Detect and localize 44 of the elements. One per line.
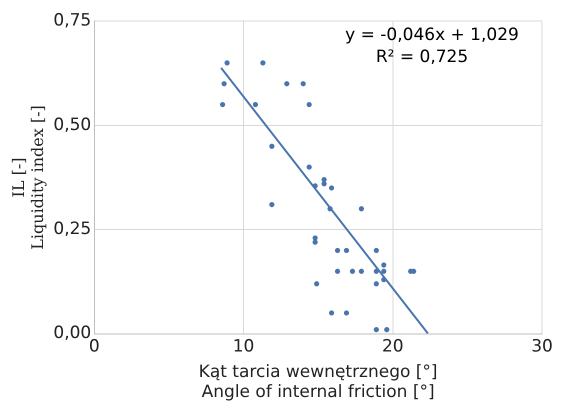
point — [312, 183, 318, 188]
point — [327, 206, 333, 212]
point — [314, 281, 320, 286]
point — [224, 60, 230, 66]
point — [328, 310, 334, 316]
point — [381, 262, 386, 268]
annotation: R² = 0,725 — [376, 47, 468, 68]
y-tick-label: 0,25 — [53, 219, 92, 240]
point — [220, 102, 226, 108]
y-tick-label: 0,50 — [53, 114, 92, 135]
y-axis-title: IL [-] Liquidity index [-] — [8, 105, 47, 250]
point — [374, 281, 379, 286]
x-tick-label: 0 — [88, 336, 100, 356]
point — [334, 248, 340, 254]
point — [269, 144, 274, 149]
x-tick-label: 20 — [382, 336, 404, 356]
point — [381, 268, 386, 274]
point — [358, 206, 364, 212]
point — [284, 81, 290, 86]
point — [260, 60, 266, 66]
point — [344, 248, 350, 254]
x-tick-label: 30 — [531, 336, 553, 356]
point — [269, 202, 274, 208]
point — [381, 277, 386, 282]
y-tick-label: 0,00 — [53, 323, 92, 344]
annotation: y = -0,046x + 1,029 — [345, 25, 519, 46]
x-tick-label: 10 — [232, 336, 254, 356]
y-tick-label: 0,75 — [53, 10, 92, 31]
point — [252, 102, 258, 108]
point — [328, 185, 334, 191]
point — [344, 310, 350, 316]
point — [334, 268, 340, 274]
point — [374, 327, 379, 332]
point — [374, 248, 379, 254]
point — [306, 164, 312, 170]
point — [321, 176, 327, 182]
x-axis-title: Kąt tarcia wewnętrznego [°] Angle of internal friction [°] — [198, 362, 438, 402]
point — [384, 327, 390, 332]
point — [350, 268, 356, 274]
point — [306, 102, 312, 108]
point — [300, 81, 306, 86]
point — [374, 268, 379, 274]
point — [358, 268, 364, 274]
point — [222, 81, 227, 86]
